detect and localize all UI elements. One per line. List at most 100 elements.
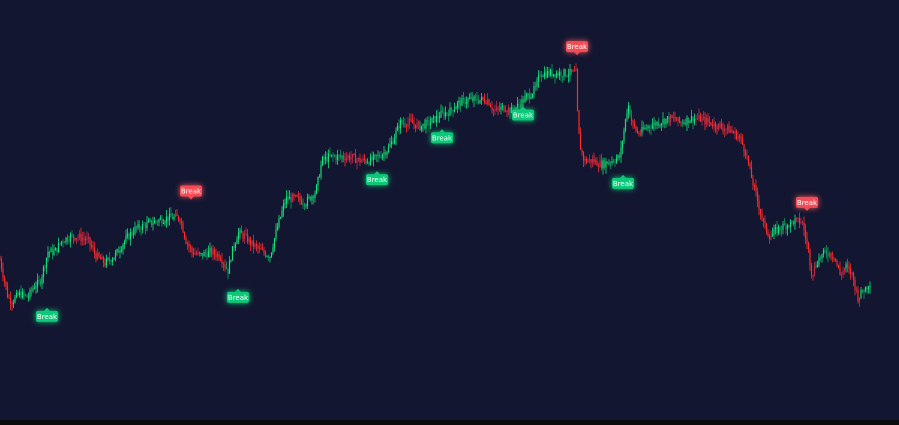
break-labels-layer: Break Break Break Break Break Break Break Break… bbox=[36, 41, 818, 322]
candle-body bbox=[432, 116, 435, 119]
candle-body bbox=[786, 225, 789, 230]
candle-body bbox=[35, 286, 37, 288]
candle-body bbox=[723, 129, 726, 131]
candle-body bbox=[729, 130, 732, 133]
candle-body bbox=[804, 230, 807, 239]
candle-body bbox=[83, 238, 85, 240]
candle-body bbox=[497, 107, 499, 109]
candle-body bbox=[317, 176, 319, 186]
candle-body bbox=[69, 234, 72, 242]
candle-body bbox=[473, 96, 475, 101]
candle-body bbox=[783, 223, 786, 225]
candle-body bbox=[185, 237, 187, 244]
candle-body bbox=[768, 235, 771, 240]
candle-body bbox=[287, 196, 289, 200]
candle-body bbox=[498, 108, 501, 110]
candle-body bbox=[635, 126, 637, 131]
candle-body bbox=[509, 107, 511, 114]
candle-body bbox=[713, 122, 715, 127]
break-label-pointer bbox=[574, 52, 580, 56]
candle-body bbox=[264, 253, 267, 257]
candle-body bbox=[377, 155, 379, 157]
candle-body bbox=[698, 115, 700, 119]
candle-body bbox=[450, 107, 453, 111]
candle-body bbox=[594, 160, 597, 163]
candle-body bbox=[482, 97, 484, 100]
candle-body bbox=[395, 130, 397, 139]
candle-body bbox=[443, 112, 445, 117]
candle-body bbox=[215, 254, 217, 257]
candle-body bbox=[242, 233, 244, 239]
break-label-text: Break bbox=[367, 176, 388, 184]
candle-body bbox=[111, 259, 114, 263]
candle-body bbox=[567, 75, 570, 77]
candle-body bbox=[387, 146, 390, 153]
candle-body bbox=[6, 286, 9, 298]
candle-body bbox=[849, 268, 852, 275]
candle-body bbox=[864, 286, 867, 293]
candle-body bbox=[851, 272, 853, 275]
candle-body bbox=[210, 247, 213, 255]
candle-body bbox=[819, 257, 822, 259]
candle-body bbox=[119, 251, 121, 253]
candle-body bbox=[368, 162, 370, 165]
candle-body bbox=[837, 265, 840, 269]
candle-body bbox=[183, 232, 186, 238]
candle-body bbox=[87, 237, 90, 239]
candle-body bbox=[144, 224, 147, 229]
candle-body bbox=[582, 152, 585, 161]
candle-body bbox=[666, 116, 669, 119]
candle-body bbox=[617, 155, 619, 159]
candle-body bbox=[825, 250, 828, 254]
candle-body bbox=[23, 291, 25, 295]
candle-body bbox=[522, 99, 525, 103]
candle-body bbox=[84, 239, 87, 241]
candle-body bbox=[353, 154, 355, 155]
candle-body bbox=[300, 200, 303, 205]
candle-body bbox=[164, 221, 166, 224]
candle-body bbox=[554, 74, 556, 78]
candle-body bbox=[386, 152, 388, 156]
candle-body bbox=[38, 279, 40, 281]
candle-body bbox=[116, 249, 118, 253]
candle-body bbox=[575, 69, 577, 71]
candle-body bbox=[492, 110, 495, 111]
candle-body bbox=[669, 115, 672, 122]
candle-body bbox=[362, 158, 364, 161]
candle-body bbox=[411, 120, 414, 124]
candle-body bbox=[417, 121, 420, 124]
candle-body bbox=[360, 160, 363, 163]
candle-body bbox=[854, 280, 856, 290]
candle-body bbox=[581, 149, 583, 153]
candle-body bbox=[263, 249, 265, 254]
break-label-text: Break bbox=[797, 199, 818, 207]
candle-body bbox=[828, 252, 831, 257]
candle-body bbox=[656, 122, 658, 126]
candle-body bbox=[663, 118, 666, 125]
break-label-pointer bbox=[439, 129, 445, 133]
candle-body bbox=[371, 156, 373, 160]
candle-body bbox=[549, 69, 552, 76]
candle-body bbox=[671, 115, 673, 118]
candle-body bbox=[342, 156, 345, 159]
candle-body bbox=[470, 97, 472, 99]
candle-body bbox=[495, 107, 498, 111]
candle-body bbox=[866, 286, 868, 290]
candle-body bbox=[687, 117, 690, 124]
candle-body bbox=[680, 121, 682, 123]
candle-body bbox=[138, 224, 141, 229]
candle-body bbox=[749, 163, 751, 167]
candle-body bbox=[699, 115, 702, 122]
candle-body bbox=[728, 125, 730, 133]
candle-body bbox=[570, 69, 573, 72]
candle-body bbox=[855, 289, 858, 291]
candle-body bbox=[536, 81, 538, 87]
candle-body bbox=[464, 98, 466, 104]
candle-body bbox=[630, 116, 633, 121]
candle-body bbox=[491, 107, 493, 111]
candle-body bbox=[587, 160, 589, 163]
candle-body bbox=[636, 130, 639, 133]
candle-body bbox=[150, 220, 153, 225]
candle-body bbox=[618, 155, 621, 158]
candle-body bbox=[200, 253, 202, 254]
